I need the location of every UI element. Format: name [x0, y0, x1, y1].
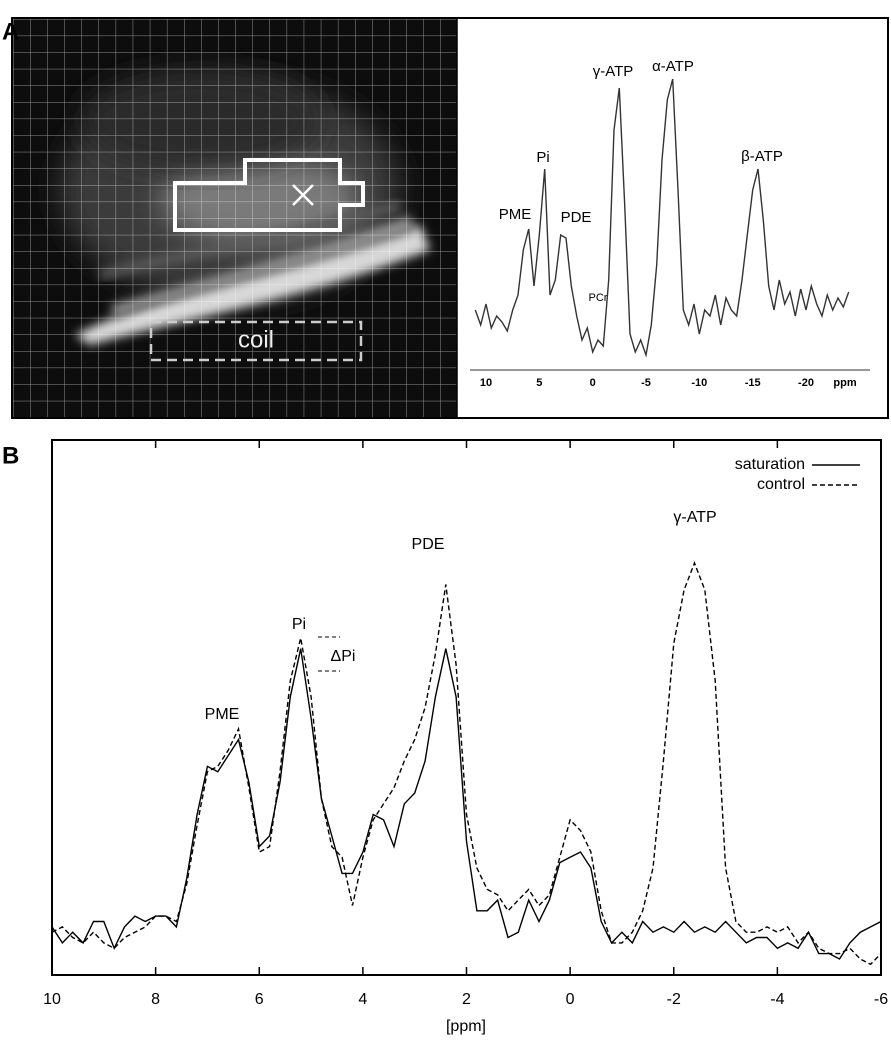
x-tick-label: -5: [641, 377, 651, 389]
legend-label: saturation: [735, 456, 805, 473]
annotation: PME: [205, 706, 240, 723]
annotation: PDE: [561, 209, 592, 226]
annotation: β-ATP: [741, 148, 783, 165]
x-axis-label: ppm: [833, 377, 856, 389]
coil-label: coil: [238, 326, 274, 353]
x-tick-label: 2: [462, 991, 471, 1008]
x-tick-label: 0: [590, 377, 596, 389]
x-tick-label: 10: [43, 991, 61, 1008]
x-tick-label: 5: [536, 377, 542, 389]
x-tick-label: 6: [255, 991, 264, 1008]
annotation: PDE: [412, 536, 445, 553]
x-tick-label: 8: [151, 991, 160, 1008]
annotation: γ-ATP: [593, 63, 634, 80]
plot-frame: [51, 439, 882, 976]
annotation: γ-ATP: [673, 509, 716, 526]
x-axis-label: [ppm]: [446, 1018, 486, 1035]
x-tick-label: 10: [480, 377, 492, 389]
x-tick-label: -10: [691, 377, 707, 389]
x-tick-label: -20: [798, 377, 814, 389]
annotation: α-ATP: [652, 58, 694, 75]
x-tick-label: -4: [770, 991, 784, 1008]
annotation: PME: [499, 206, 532, 223]
annotation: ΔPi: [331, 648, 356, 665]
legend-label: control: [757, 476, 805, 493]
annotation: PCr: [589, 292, 608, 304]
annotation: Pi: [292, 616, 306, 633]
panel-label: A: [2, 18, 19, 45]
x-tick-label: -6: [874, 991, 888, 1008]
x-tick-label: 4: [358, 991, 367, 1008]
data-line: [51, 561, 882, 966]
data-line: [474, 78, 850, 358]
x-tick-label: -2: [667, 991, 681, 1008]
mri-image: [13, 19, 457, 417]
x-tick-label: -15: [745, 377, 761, 389]
x-tick-label: 0: [566, 991, 575, 1008]
data-line: [51, 648, 882, 960]
panel-label: B: [2, 442, 19, 469]
annotation: Pi: [536, 149, 549, 166]
